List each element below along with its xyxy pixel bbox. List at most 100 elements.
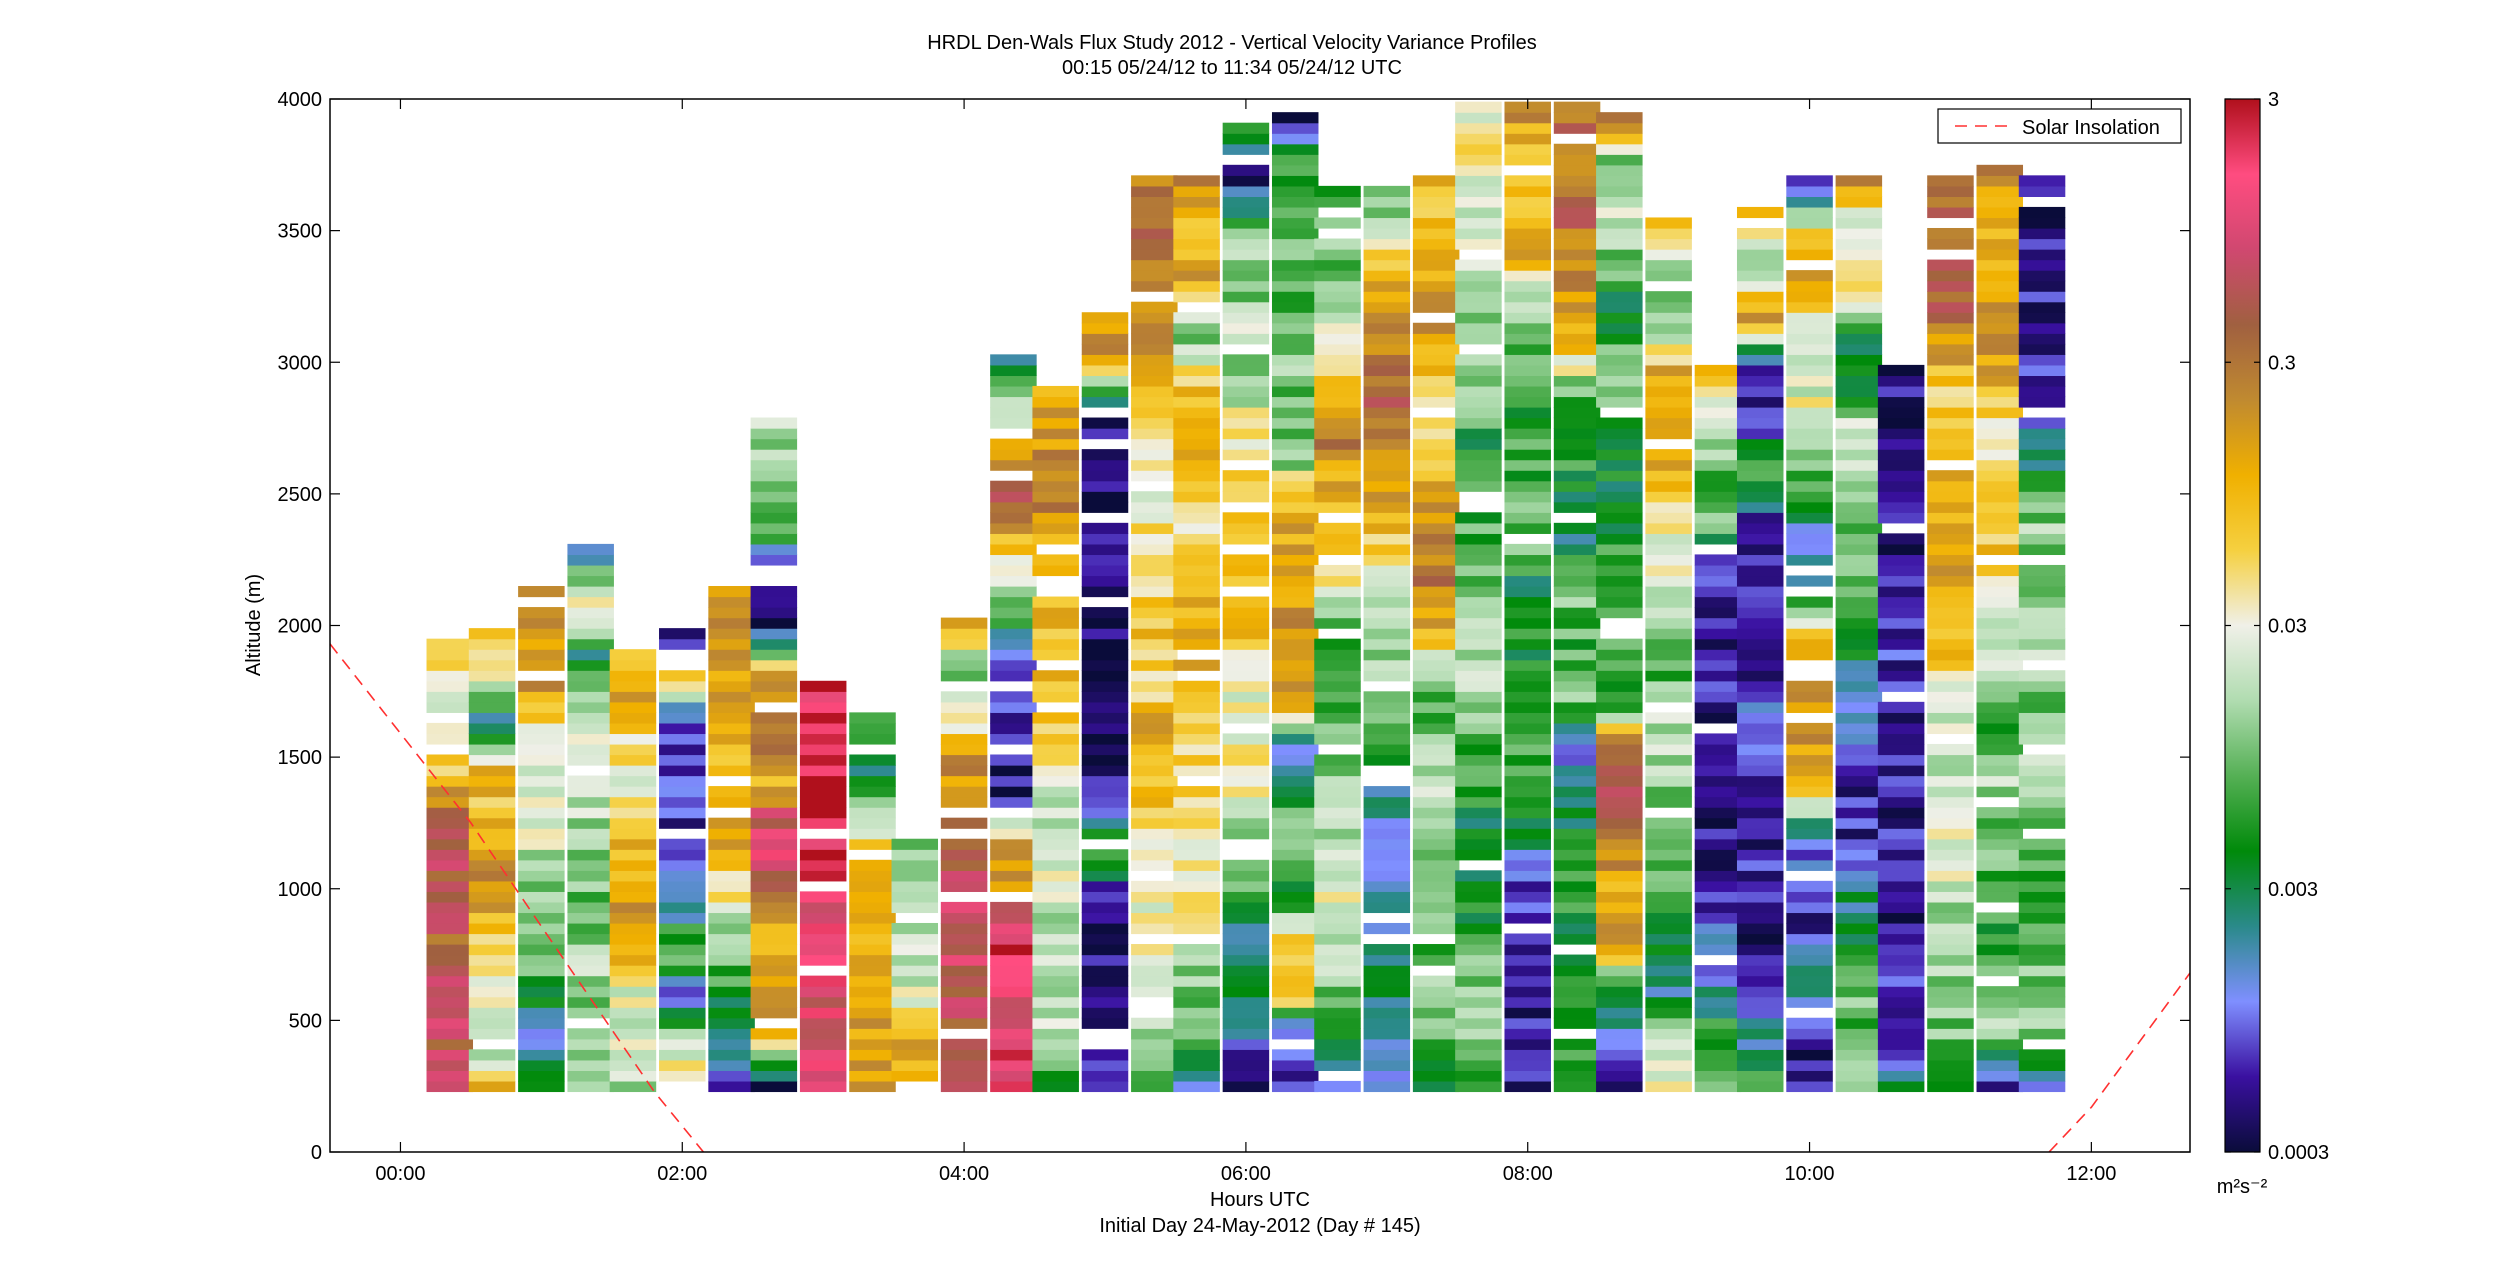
variance-cell <box>1927 933 1974 945</box>
variance-cell <box>1131 301 1178 313</box>
variance-cell <box>1504 459 1551 471</box>
variance-cell <box>1271 859 1319 871</box>
variance-cell <box>567 1038 614 1050</box>
variance-cell <box>1222 291 1270 303</box>
variance-cell <box>1271 1059 1319 1071</box>
y-tick-label: 2000 <box>278 616 323 638</box>
variance-cell <box>609 849 657 861</box>
variance-cell <box>1835 786 1883 798</box>
variance-cell <box>609 722 657 735</box>
variance-cell <box>1504 796 1551 808</box>
variance-cell <box>1032 459 1079 471</box>
variance-cell <box>1835 712 1883 724</box>
variance-cell <box>1504 428 1551 440</box>
variance-cell <box>1504 733 1551 745</box>
variance-cell <box>1645 965 1692 977</box>
variance-cell <box>1455 922 1502 935</box>
profile-column <box>468 628 516 1093</box>
variance-cell <box>1553 817 1601 829</box>
profile-column <box>1081 312 1129 1093</box>
variance-cell <box>708 786 755 798</box>
variance-cell <box>468 765 516 777</box>
variance-cell <box>1736 1059 1784 1071</box>
variance-cell <box>849 1007 896 1019</box>
variance-cell <box>940 1017 988 1029</box>
variance-cell <box>1363 396 1411 408</box>
variance-cell <box>567 701 614 713</box>
variance-cell <box>1455 428 1502 440</box>
variance-cell <box>1736 343 1784 355</box>
variance-cell <box>1412 175 1460 187</box>
variance-cell <box>1363 280 1411 292</box>
variance-cell <box>708 1070 755 1082</box>
variance-cell <box>567 575 614 587</box>
variance-cell <box>1877 807 1925 819</box>
profile-column <box>1412 175 1460 1093</box>
variance-cell <box>1786 722 1833 735</box>
variance-cell <box>567 817 614 829</box>
variance-cell <box>1173 796 1220 808</box>
variance-cell <box>2018 617 2066 629</box>
variance-cell <box>1222 564 1270 577</box>
variance-cell <box>750 859 798 871</box>
variance-cell <box>1081 712 1129 724</box>
variance-cell <box>609 1059 657 1071</box>
variance-cell <box>2018 301 2066 313</box>
y-axis-label: Altitude (m) <box>243 574 265 676</box>
variance-cell <box>1596 364 1643 377</box>
variance-cell <box>1173 691 1220 703</box>
variance-cell <box>2018 343 2066 355</box>
variance-cell <box>1596 722 1643 735</box>
variance-cell <box>1877 628 1925 640</box>
variance-cell <box>1694 1038 1742 1050</box>
variance-cell <box>1081 701 1129 713</box>
variance-cell <box>1412 343 1460 355</box>
variance-cell <box>1786 880 1833 892</box>
variance-cell <box>1736 796 1784 808</box>
variance-cell <box>1736 954 1784 966</box>
variance-cell <box>2018 691 2066 703</box>
variance-cell <box>1504 1007 1551 1019</box>
variance-cell <box>1736 638 1784 650</box>
variance-cell <box>2018 701 2066 713</box>
variance-cell <box>1271 912 1319 924</box>
variance-cell <box>1363 691 1411 703</box>
variance-cell <box>1173 227 1220 240</box>
variance-cell <box>1736 912 1784 924</box>
variance-cell <box>468 965 516 977</box>
variance-cell <box>708 944 755 956</box>
variance-cell <box>1363 375 1411 387</box>
variance-cell <box>750 912 798 924</box>
variance-cell <box>609 870 657 882</box>
variance-cell <box>659 638 706 650</box>
variance-cell <box>990 796 1037 808</box>
variance-cell <box>1131 965 1178 977</box>
variance-cell <box>1553 933 1601 945</box>
variance-cell <box>1032 491 1079 503</box>
variance-cell <box>1976 617 2024 629</box>
variance-cell <box>1412 628 1460 640</box>
variance-cell <box>1173 859 1220 871</box>
variance-cell <box>750 628 798 640</box>
variance-cell <box>1314 775 1361 787</box>
variance-cell <box>1173 280 1220 292</box>
variance-cell <box>940 1049 988 1061</box>
x-axis-label: Hours UTC <box>1210 1189 1310 1211</box>
variance-cell <box>2018 1007 2066 1019</box>
variance-cell <box>1504 543 1551 556</box>
variance-cell <box>567 680 614 692</box>
variance-cell <box>1271 796 1319 808</box>
variance-cell <box>1504 291 1551 303</box>
variance-cell <box>518 691 565 703</box>
profile-column <box>849 712 896 1093</box>
variance-cell <box>1504 1038 1551 1050</box>
variance-cell <box>1271 659 1319 671</box>
variance-cell <box>1173 828 1220 840</box>
variance-cell <box>1032 1059 1079 1071</box>
variance-cell <box>1455 512 1502 524</box>
variance-cell <box>1835 659 1883 671</box>
variance-cell <box>1222 175 1270 187</box>
variance-cell <box>940 670 988 682</box>
variance-cell <box>1032 954 1079 966</box>
variance-cell <box>659 754 706 766</box>
